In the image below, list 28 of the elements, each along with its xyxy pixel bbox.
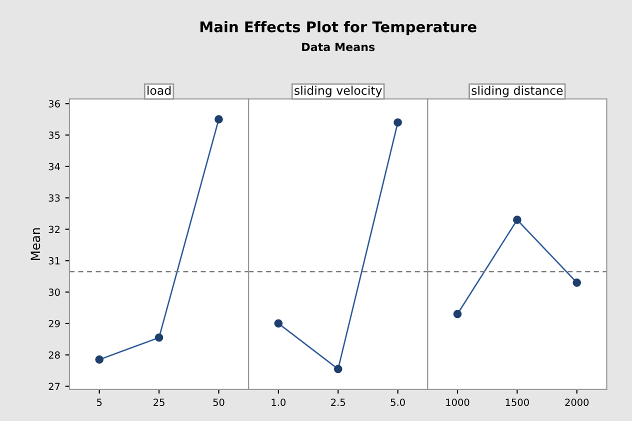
y-tick-label: 36 [48,100,60,108]
y-tick-label: 32 [48,226,60,234]
x-tick-label: 5.0 [390,398,405,406]
point [214,115,223,124]
x-tick-label: 2.5 [331,398,345,406]
chart-subtitle: Data Means [302,42,375,52]
x-tick-label: 2000 [565,398,589,406]
x-tick-label: 1.0 [272,398,286,406]
x-axis-title: sliding distance [472,86,563,98]
y-tick-label: 27 [48,382,60,390]
y-tick-label: 34 [48,162,60,170]
x-axis-title: sliding velocity [294,86,382,98]
y-tick-label: 33 [48,194,60,202]
x-tick-label: 1000 [446,398,470,406]
y-tick-label: 31 [48,257,60,264]
x-tick-label: 1500 [506,398,529,406]
x-tick-label: 5 [97,398,102,406]
point [154,333,164,342]
y-tick-label: 29 [48,320,60,328]
y-tick-label: 35 [48,132,60,139]
y-tick-label: 28 [48,351,60,359]
x-tick-label: 50 [213,398,224,406]
x-axis-title: load [148,86,171,95]
x-tick-label: 25 [154,398,164,406]
y-axis-title: Mean [30,228,40,260]
y-tick-label: 30 [48,288,60,296]
chart-title: Main Effects Plot for Temperature [200,21,476,36]
point [95,355,104,364]
